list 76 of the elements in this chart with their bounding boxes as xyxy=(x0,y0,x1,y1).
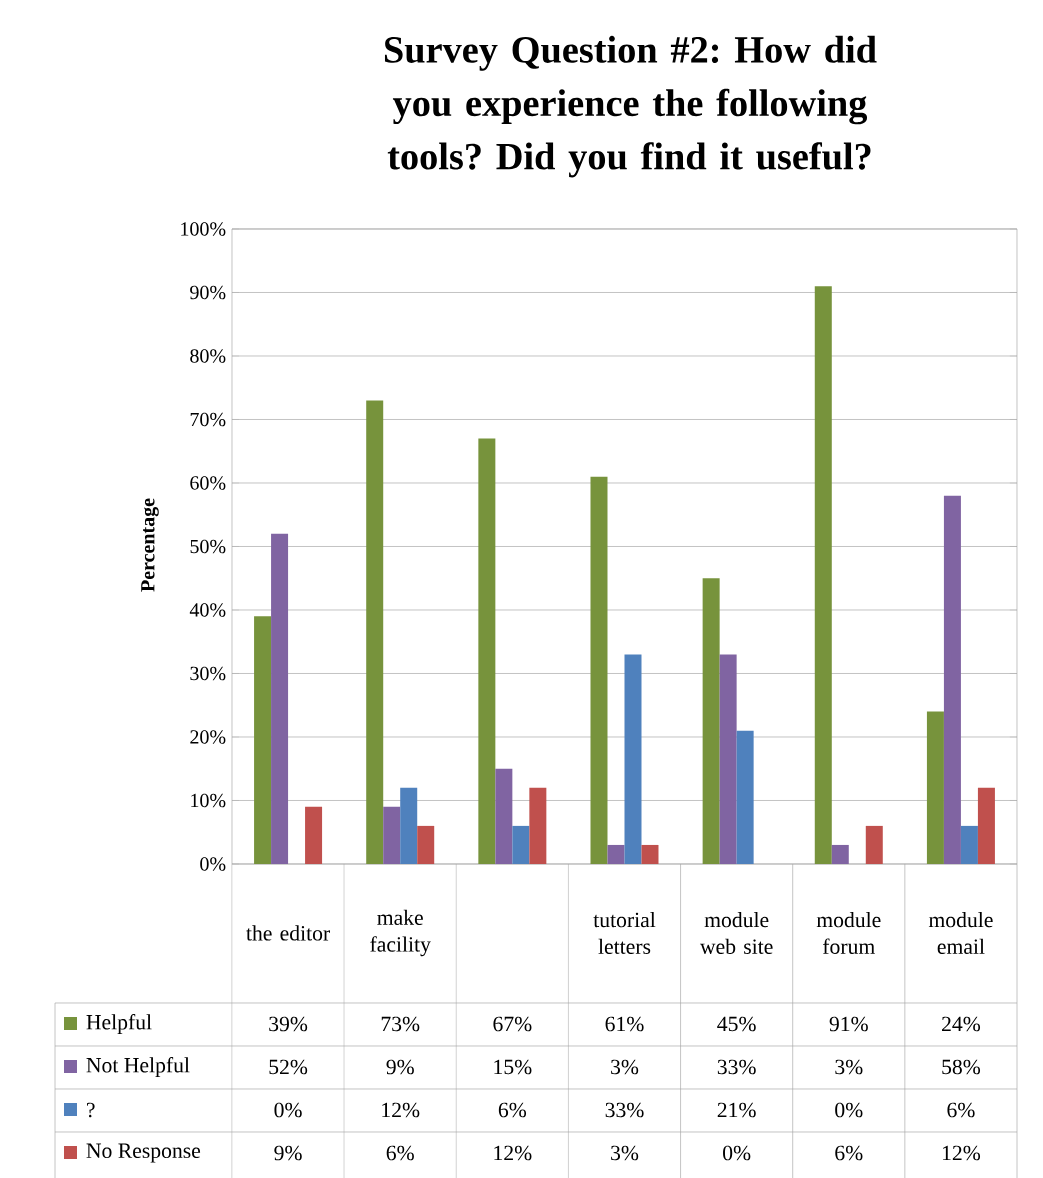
data-label: 9% xyxy=(386,1059,414,1075)
bar xyxy=(366,400,384,864)
legend-label: Not Helpful xyxy=(86,1057,190,1077)
data-label: 73% xyxy=(381,1016,420,1032)
bar xyxy=(641,844,659,864)
bar xyxy=(495,768,513,864)
bar xyxy=(417,825,435,864)
y-tick-label: 0% xyxy=(200,857,226,871)
data-label: 67% xyxy=(493,1016,532,1032)
x-tick-label: module web site xyxy=(699,912,773,954)
bar xyxy=(607,844,625,864)
bar xyxy=(624,654,642,864)
bar xyxy=(926,711,944,864)
x-tick-label: module email xyxy=(928,912,993,954)
y-tick-label: 60% xyxy=(190,476,226,490)
data-label: 3% xyxy=(611,1145,639,1161)
legend-label: No Response xyxy=(86,1143,201,1163)
data-label: 91% xyxy=(829,1016,868,1032)
data-label: 6% xyxy=(498,1102,527,1118)
data-label: 6% xyxy=(386,1145,414,1161)
bar xyxy=(254,616,272,864)
data-label: 0% xyxy=(723,1145,751,1161)
data-label: 3% xyxy=(611,1059,639,1075)
data-label: 24% xyxy=(942,1016,981,1032)
bar xyxy=(943,495,961,864)
data-label: 6% xyxy=(835,1145,863,1161)
bar xyxy=(400,787,418,864)
bar xyxy=(529,787,547,864)
bar xyxy=(831,844,849,864)
x-tick-label: make facility xyxy=(370,909,431,957)
chart-title: Survey Question #2: How did you experience the following tools? Did you find it useful? xyxy=(384,35,877,178)
bar xyxy=(865,825,883,864)
data-label: 12% xyxy=(942,1145,981,1161)
bar xyxy=(960,825,978,864)
bar xyxy=(736,730,754,864)
data-label: 33% xyxy=(605,1102,644,1118)
bar xyxy=(512,825,530,864)
data-label: 39% xyxy=(269,1016,308,1032)
bar xyxy=(383,806,401,864)
bar xyxy=(271,533,289,864)
legend-label: ? xyxy=(87,1102,95,1118)
y-tick-label: 100% xyxy=(181,222,226,236)
bar xyxy=(590,476,608,864)
y-tick-label: 10% xyxy=(191,793,226,808)
bar xyxy=(719,654,737,864)
y-tick-label: 40% xyxy=(189,603,226,617)
data-label: 12% xyxy=(494,1145,532,1161)
y-tick-label: 80% xyxy=(190,349,226,363)
data-label: 6% xyxy=(947,1102,975,1118)
x-tick-label: the editor xyxy=(246,925,331,941)
bar xyxy=(977,787,995,864)
x-tick-label: tutorial letters xyxy=(593,912,656,954)
data-label: 45% xyxy=(717,1016,756,1032)
data-label: 9% xyxy=(274,1145,302,1161)
y-tick-label: 70% xyxy=(190,412,226,427)
bar xyxy=(305,806,323,864)
y-tick-label: 30% xyxy=(190,666,226,681)
y-tick-label: 50% xyxy=(190,539,226,554)
data-label: 15% xyxy=(494,1059,532,1075)
data-label: 33% xyxy=(717,1059,756,1075)
y-tick-label: 20% xyxy=(190,730,226,744)
data-label: 0% xyxy=(835,1102,863,1118)
bar xyxy=(702,578,720,864)
bar xyxy=(814,286,832,864)
data-label: 3% xyxy=(835,1059,863,1075)
data-label: 61% xyxy=(605,1016,644,1032)
data-label: 12% xyxy=(382,1102,420,1118)
y-axis-title: Percentage xyxy=(141,498,159,592)
data-label: 52% xyxy=(269,1059,308,1075)
y-tick-label: 90% xyxy=(190,285,226,300)
data-label: 21% xyxy=(717,1102,756,1118)
data-label: 58% xyxy=(942,1059,981,1075)
bar xyxy=(478,438,496,864)
legend-label: Helpful xyxy=(86,1014,152,1034)
data-label: 0% xyxy=(274,1102,302,1118)
x-tick-label: module forum xyxy=(816,912,881,954)
